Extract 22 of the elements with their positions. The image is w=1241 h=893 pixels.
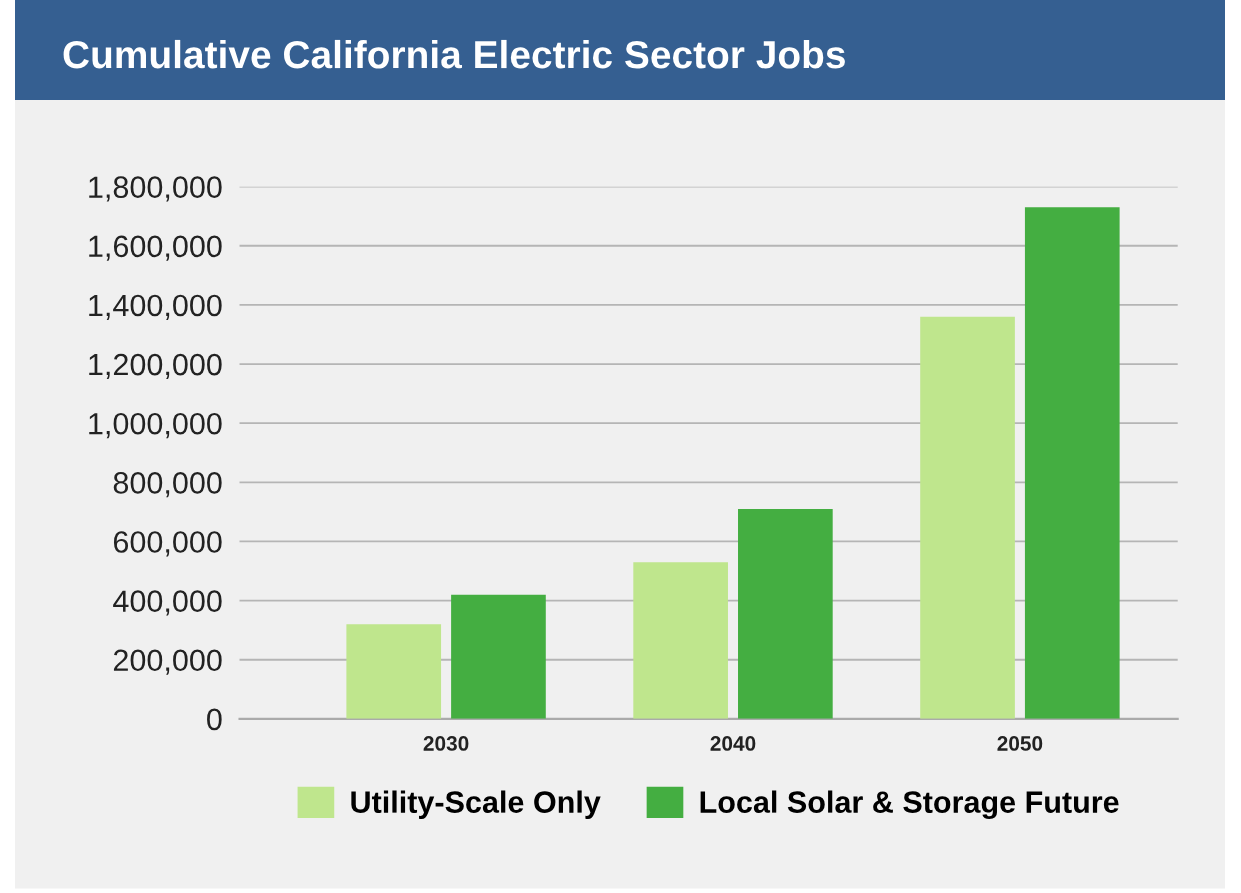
x-tick-label: 2030 <box>423 736 469 751</box>
y-tick-label: 1,800,000 <box>89 176 222 202</box>
y-tick-label: 800,000 <box>113 472 222 498</box>
x-tick-label: 2040 <box>710 736 756 751</box>
y-tick-label: 600,000 <box>113 531 222 557</box>
bar <box>738 508 833 719</box>
x-tick-label: 2050 <box>997 736 1043 751</box>
y-tick-label: 0 <box>207 708 222 731</box>
y-tick-label: 1,200,000 <box>89 353 222 380</box>
y-tick-label: 1,000,000 <box>89 412 222 439</box>
chart-title: Cumulative California Electric Sector Jobs <box>63 39 845 69</box>
y-tick-label: 200,000 <box>113 649 222 675</box>
bar <box>451 594 546 719</box>
y-tick-label: 400,000 <box>113 590 222 616</box>
y-tick-label: 1,400,000 <box>89 294 222 320</box>
bar <box>920 316 1015 719</box>
bar <box>1024 207 1120 719</box>
bar <box>346 624 442 719</box>
bar <box>633 562 728 719</box>
legend-label: Local Solar & Storage Future <box>700 790 1119 820</box>
y-tick-label: 1,600,000 <box>89 235 222 261</box>
legend-label: Utility-Scale Only <box>351 790 601 819</box>
